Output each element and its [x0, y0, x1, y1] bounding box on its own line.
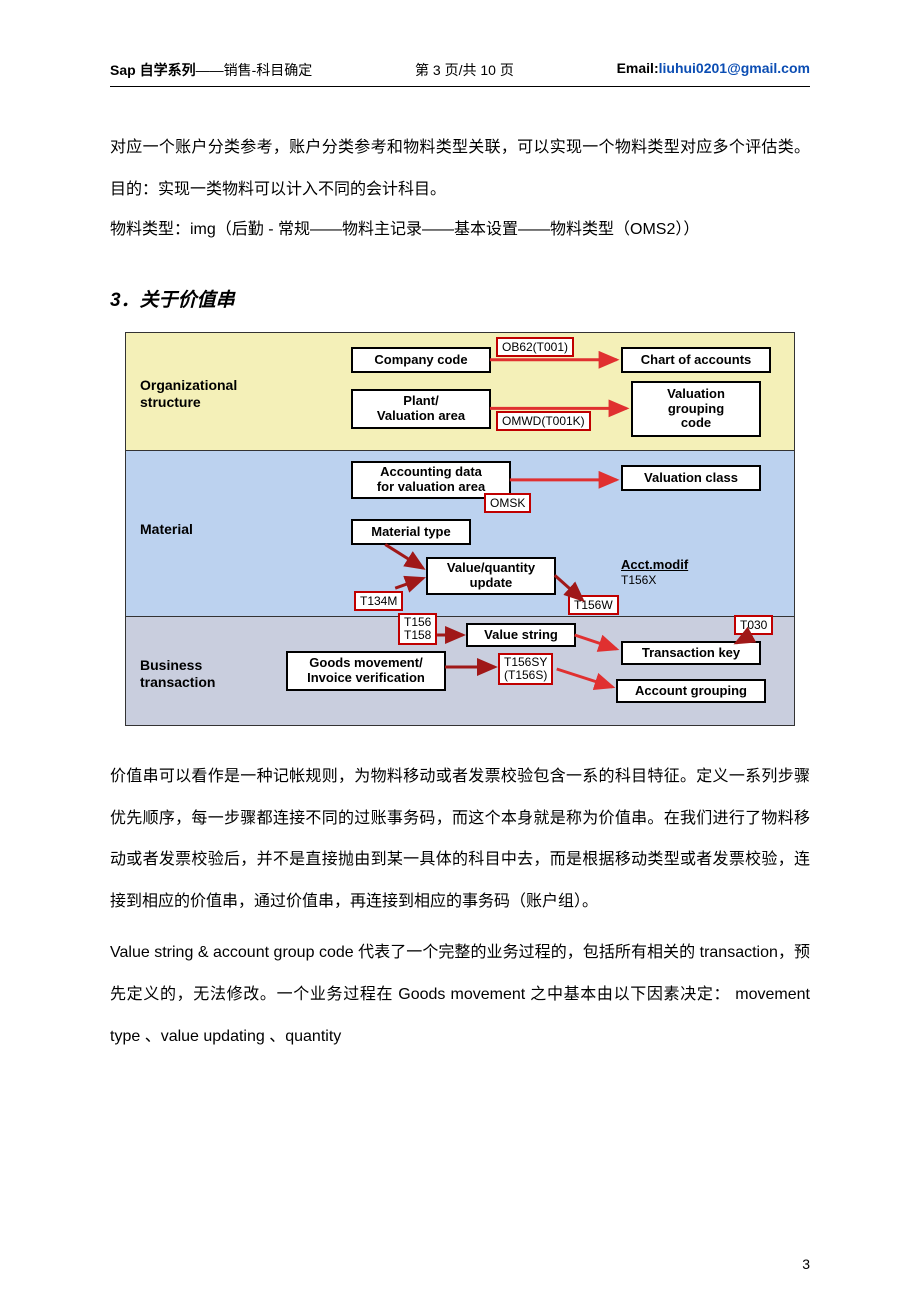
page-header: Sap 自学系列——销售-科目确定 第 3 页/共 10 页 Email:liu… [110, 60, 810, 87]
header-topic: 销售-科目确定 [224, 62, 313, 78]
box-value-string: Value string [466, 623, 576, 647]
tcode-t030: T030 [734, 615, 773, 635]
email-label: Email: [617, 60, 659, 76]
band-org-label: Organizational structure [140, 377, 237, 411]
paragraph-2: 物料类型：img（后勤 - 常规——物料主记录——基本设置——物料类型（OMS2… [110, 216, 810, 245]
tcode-ob62: OB62(T001) [496, 337, 574, 357]
section-heading: 3．关于价值串 [110, 285, 810, 312]
band-org: Organizational structure Company code OB… [126, 333, 794, 451]
header-left: Sap 自学系列——销售-科目确定 [110, 60, 312, 80]
email-link[interactable]: liuhui0201@gmail.com [659, 60, 810, 76]
box-trans-key: Transaction key [621, 641, 761, 665]
box-val-grp-code: Valuation grouping code [631, 381, 761, 437]
box-company-code: Company code [351, 347, 491, 373]
header-email: Email:liuhui0201@gmail.com [617, 60, 810, 80]
section-title: 关于价值串 [140, 290, 235, 311]
paragraph-4: Value string & account group code 代表了一个完… [110, 932, 810, 1057]
box-val-class: Valuation class [621, 465, 761, 491]
band-biz-label: Business transaction [140, 657, 215, 691]
label-acct-modif: Acct.modif T156X [621, 557, 688, 587]
band-material-label: Material [140, 521, 193, 538]
tcode-omwd: OMWD(T001K) [496, 411, 591, 431]
box-acct-grouping: Account grouping [616, 679, 766, 703]
tcode-t156sy: T156SY (T156S) [498, 653, 553, 685]
box-plant-valuation: Plant/ Valuation area [351, 389, 491, 429]
tcode-omsk: OMSK [484, 493, 531, 513]
tcode-t156-t158: T156 T158 [398, 613, 437, 645]
section-num: 3． [110, 290, 140, 311]
box-val-qty: Value/quantity update [426, 557, 556, 595]
arrows-biz [126, 617, 794, 725]
value-string-diagram: Organizational structure Company code OB… [125, 332, 795, 726]
band-material: Material Accounting data for valuation a… [126, 451, 794, 617]
band-biz: Business transaction T156 T158 Value str… [126, 617, 794, 725]
box-material-type: Material type [351, 519, 471, 545]
tcode-t156w: T156W [568, 595, 619, 615]
footer-page-number: 3 [802, 1256, 810, 1272]
series-title: Sap 自学系列 [110, 62, 196, 78]
paragraph-3: 价值串可以看作是一种记帐规则，为物料移动或者发票校验包含一系的科目特征。定义一系… [110, 756, 810, 922]
acct-modif-sub: T156X [621, 573, 656, 587]
paragraph-1: 对应一个账户分类参考，账户分类参考和物料类型关联，可以实现一个物料类型对应多个评… [110, 127, 810, 210]
box-goods-inv: Goods movement/ Invoice verification [286, 651, 446, 691]
header-dash: —— [196, 62, 224, 78]
acct-modif-text: Acct.modif [621, 557, 688, 572]
header-page-info: 第 3 页/共 10 页 [415, 60, 514, 80]
tcode-t134m: T134M [354, 591, 403, 611]
box-chart-accounts: Chart of accounts [621, 347, 771, 373]
